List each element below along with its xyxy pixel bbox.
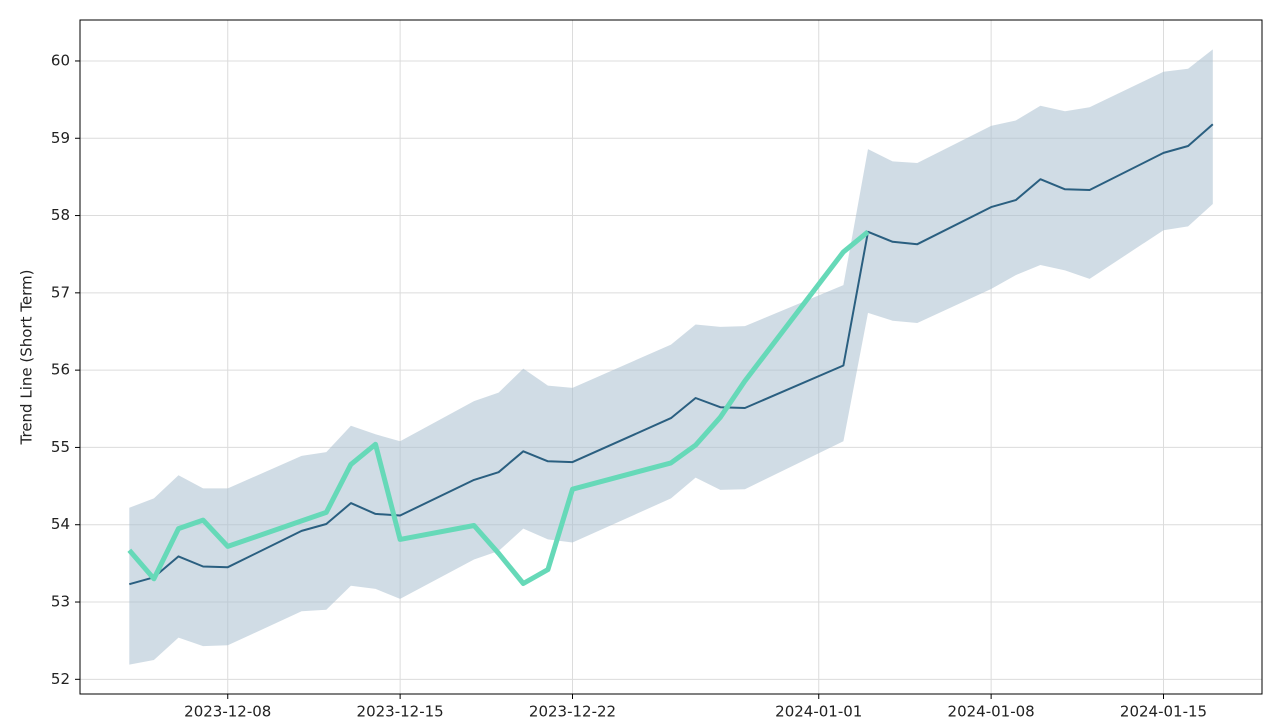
y-tick-label: 59 [51, 129, 70, 147]
confidence-band [129, 49, 1213, 665]
x-tick-label: 2024-01-08 [948, 703, 1035, 719]
y-tick-label: 53 [51, 593, 70, 611]
y-tick-label: 52 [51, 670, 70, 688]
y-tick-label: 54 [51, 515, 70, 533]
y-tick-label: 55 [51, 438, 70, 456]
trend-line [127, 229, 870, 586]
x-tick-label: 2024-01-15 [1120, 703, 1207, 719]
plot-frame [79, 19, 1263, 695]
y-axis-label: Trend Line (Short Term) [18, 270, 36, 446]
trend-line [129, 123, 1214, 586]
y-tick-label: 57 [51, 283, 70, 301]
x-tick-label: 2023-12-22 [529, 703, 616, 719]
y-tick-label: 58 [51, 206, 70, 224]
x-tick-label: 2023-12-08 [184, 703, 271, 719]
y-tick-label: 56 [51, 361, 70, 379]
x-tick-label: 2023-12-15 [357, 703, 444, 719]
x-tick-label: 2024-01-01 [775, 703, 862, 719]
y-tick-label: 60 [51, 51, 70, 69]
